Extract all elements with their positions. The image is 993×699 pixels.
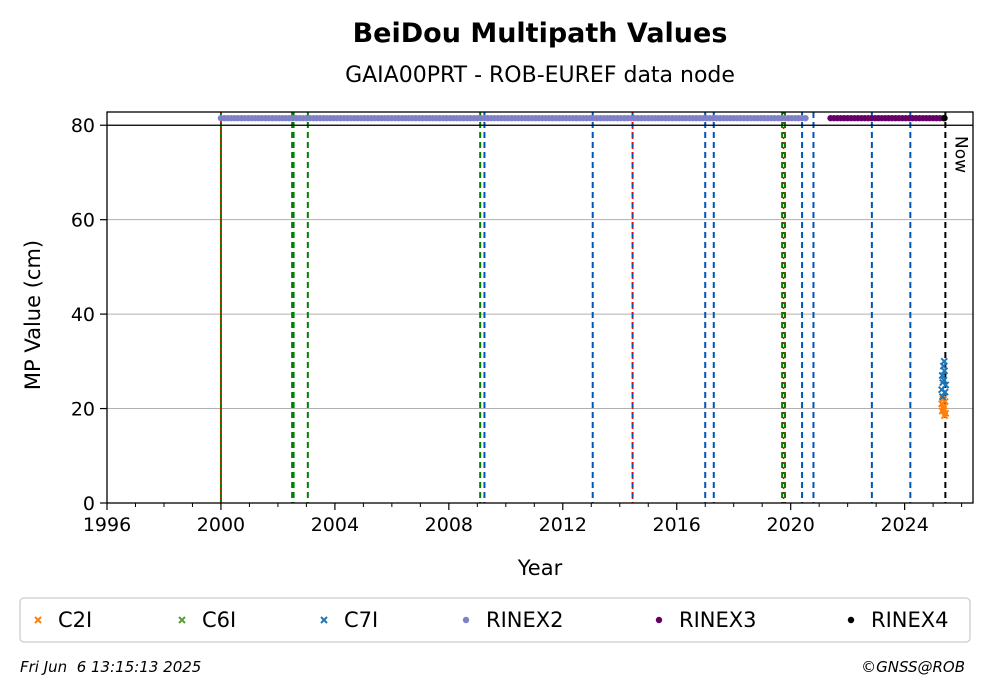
point-c7i — [938, 371, 946, 380]
legend-label-c2i: C2I — [58, 608, 92, 632]
point-c7i — [940, 376, 948, 384]
legend-marker-rinex2 — [462, 616, 470, 624]
x-tick-label: 2012 — [539, 514, 587, 536]
legend-label-c6i: C6I — [202, 608, 236, 632]
x-tick-label: 2024 — [880, 514, 928, 536]
legend-marker-c6i — [178, 616, 186, 624]
y-tick-label: 80 — [71, 115, 95, 137]
legend-label-c7i: C7I — [344, 608, 378, 632]
x-tick-label: 2000 — [197, 514, 245, 536]
legend-label-rinex4: RINEX4 — [871, 608, 949, 632]
now-label: Now — [950, 136, 970, 173]
event-lines — [219, 112, 947, 503]
x-tick-label: 2008 — [425, 514, 473, 536]
legend-label-rinex2: RINEX2 — [486, 608, 564, 632]
x-tick-label: 2016 — [653, 514, 701, 536]
x-axis-label: Year — [517, 556, 563, 580]
chart-title: BeiDou Multipath Values — [353, 18, 728, 49]
x-tick-label: 2020 — [767, 514, 815, 536]
legend-marker-c7i — [320, 616, 328, 624]
y-tick-label: 40 — [71, 304, 95, 326]
grid-lines — [107, 124, 973, 410]
legend-marker-rinex3 — [655, 616, 663, 624]
y-axis-label: MP Value (cm) — [21, 240, 45, 390]
point-c7i — [941, 388, 949, 396]
y-tick-label: 20 — [71, 399, 95, 421]
point-c7i — [938, 393, 947, 401]
x-tick-label: 1996 — [83, 514, 131, 536]
point-rinex4 — [941, 114, 948, 122]
footer-timestamp: Fri Jun 6 13:15:13 2025 — [20, 658, 202, 676]
point-c7i — [940, 357, 948, 366]
plot-area-frame — [106, 111, 974, 504]
point-c7i — [941, 381, 950, 389]
y-tick-label: 0 — [83, 493, 95, 515]
point-c2i — [941, 409, 950, 417]
point-c2i — [941, 397, 949, 406]
legend-marker-rinex4 — [847, 616, 855, 624]
point-c7i — [940, 367, 949, 375]
legend-marker-c2i — [34, 616, 42, 624]
chart-subtitle: GAIA00PRT - ROB-EUREF data node — [345, 63, 735, 88]
x-tick-label: 2004 — [311, 514, 359, 536]
legend-box — [19, 597, 971, 643]
y-tick-label: 60 — [71, 210, 95, 232]
point-rinex2 — [802, 114, 809, 122]
legend: C2I C6I C7I RINEX2 RINEX3 RINEX4 — [34, 608, 949, 632]
legend-label-rinex3: RINEX3 — [679, 608, 757, 632]
axes: 0 20 40 60 80 1996 2000 2004 2008 2012 2016 2020 202… — [71, 115, 963, 536]
footer-copyright: ©GNSS@ROB — [861, 658, 965, 676]
data-marks — [217, 114, 950, 420]
